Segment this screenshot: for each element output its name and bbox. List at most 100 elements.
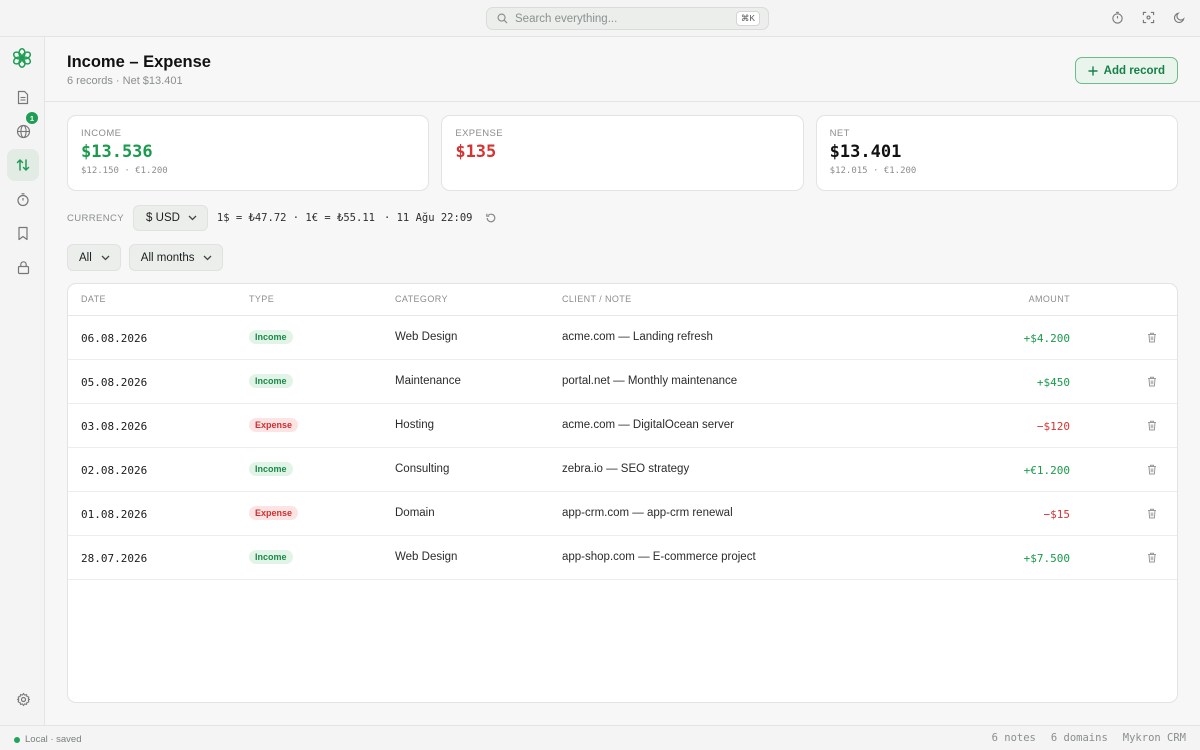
chevron-down-icon bbox=[204, 255, 212, 260]
row-date: 28.07.2026 bbox=[81, 552, 148, 565]
globe-icon bbox=[16, 124, 30, 138]
add-record-label: Add record bbox=[1103, 64, 1165, 77]
timer-icon[interactable] bbox=[1111, 11, 1124, 24]
table-row[interactable]: 02.08.2026 Income Consulting zebra.io — … bbox=[68, 448, 1177, 492]
expense-value: $135 bbox=[455, 142, 497, 162]
income-label: INCOME bbox=[81, 128, 122, 139]
type-badge: Expense bbox=[249, 418, 299, 432]
table-row[interactable]: 06.08.2026 Income Web Design acme.com — … bbox=[68, 316, 1177, 360]
app-name: Mykron CRM bbox=[1122, 732, 1186, 744]
status-dot bbox=[14, 736, 20, 743]
type-filter[interactable]: All bbox=[67, 244, 121, 271]
sidebar-item-bookmarks[interactable] bbox=[7, 217, 39, 249]
bookmark-icon bbox=[18, 226, 28, 240]
row-client-note: portal.net — Monthly maintenance bbox=[562, 375, 738, 387]
currency-selected: $ USD bbox=[146, 212, 180, 224]
row-amount: +$4.200 bbox=[1023, 332, 1070, 345]
net-value: $13.401 bbox=[829, 142, 902, 162]
records-table: DATE TYPE CATEGORY CLIENT / NOTE AMOUNT … bbox=[67, 283, 1178, 703]
delete-row-button[interactable] bbox=[1147, 331, 1157, 346]
page-header: Income – Expense 6 records · Net $13.401… bbox=[45, 37, 1200, 102]
header-type[interactable]: TYPE bbox=[249, 294, 275, 304]
notes-count[interactable]: 6 notes bbox=[991, 732, 1036, 744]
exchange-rates: 1$ = ₺47.72 · 1€ = ₺55.11 bbox=[216, 212, 375, 224]
search-shortcut: ⌘K bbox=[735, 11, 760, 26]
header-category[interactable]: CATEGORY bbox=[395, 294, 448, 304]
net-breakdown: $12.015 · €1.200 bbox=[829, 166, 917, 176]
chevron-down-icon bbox=[101, 255, 110, 260]
summary-cards: INCOME $13.536 $12.150 · €1.200 EXPENSE … bbox=[67, 115, 1178, 191]
trash-icon bbox=[1148, 420, 1156, 431]
sidebar-item-settings[interactable] bbox=[7, 683, 39, 715]
trash-icon bbox=[1148, 508, 1156, 519]
row-amount: +$7.500 bbox=[1023, 552, 1070, 565]
sidebar-item-timer[interactable] bbox=[7, 183, 39, 215]
header-date[interactable]: DATE bbox=[81, 294, 106, 304]
lock-icon bbox=[17, 260, 29, 274]
row-date: 01.08.2026 bbox=[81, 508, 148, 521]
delete-row-button[interactable] bbox=[1147, 375, 1157, 390]
row-amount: +€1.200 bbox=[1023, 464, 1070, 477]
save-status: Local · saved bbox=[14, 734, 82, 745]
focus-icon[interactable] bbox=[1142, 11, 1155, 24]
gear-icon bbox=[16, 692, 30, 706]
delete-row-button[interactable] bbox=[1147, 507, 1157, 522]
header-client[interactable]: CLIENT / NOTE bbox=[562, 294, 632, 304]
row-date: 03.08.2026 bbox=[81, 420, 148, 433]
trash-icon bbox=[1148, 376, 1156, 387]
status-bar: Local · saved 6 notes 6 domains Mykron C… bbox=[0, 725, 1200, 750]
row-amount: −$15 bbox=[1043, 508, 1071, 521]
trash-icon bbox=[1148, 464, 1156, 475]
type-badge: Income bbox=[249, 550, 293, 564]
table-row[interactable]: 03.08.2026 Expense Hosting acme.com — Di… bbox=[68, 404, 1177, 448]
add-record-button[interactable]: Add record bbox=[1074, 57, 1178, 84]
row-date: 02.08.2026 bbox=[81, 464, 148, 477]
row-date: 05.08.2026 bbox=[81, 376, 148, 389]
row-category: Domain bbox=[395, 507, 435, 519]
delete-row-button[interactable] bbox=[1147, 419, 1157, 434]
net-card: NET $13.401 $12.015 · €1.200 bbox=[815, 115, 1178, 191]
row-client-note: acme.com — Landing refresh bbox=[562, 331, 713, 343]
row-amount: −$120 bbox=[1036, 420, 1070, 433]
sidebar-item-domains[interactable]: 1 bbox=[7, 112, 39, 147]
month-filter[interactable]: All months bbox=[128, 244, 224, 271]
sidebar-item-notes[interactable] bbox=[7, 81, 39, 113]
net-label: NET bbox=[829, 128, 850, 139]
filters: All All months bbox=[67, 244, 224, 271]
search-icon bbox=[497, 13, 508, 24]
save-status-text: Local · saved bbox=[25, 734, 82, 745]
delete-row-button[interactable] bbox=[1147, 551, 1157, 566]
table-row[interactable]: 01.08.2026 Expense Domain app-crm.com — … bbox=[68, 492, 1177, 536]
table-row[interactable]: 28.07.2026 Income Web Design app-shop.co… bbox=[68, 536, 1177, 580]
income-value: $13.536 bbox=[81, 142, 153, 162]
type-badge: Income bbox=[249, 374, 293, 388]
page-subtitle: 6 records · Net $13.401 bbox=[67, 75, 183, 87]
search-bar[interactable]: Search everything... ⌘K bbox=[486, 7, 769, 30]
row-client-note: app-crm.com — app-crm renewal bbox=[562, 507, 733, 519]
row-category: Web Design bbox=[395, 331, 458, 343]
income-card: INCOME $13.536 $12.150 · €1.200 bbox=[67, 115, 430, 191]
refresh-icon[interactable] bbox=[485, 212, 497, 224]
row-category: Consulting bbox=[395, 463, 450, 475]
row-category: Maintenance bbox=[395, 375, 461, 387]
domains-count[interactable]: 6 domains bbox=[1050, 732, 1108, 744]
sidebar: 1 bbox=[0, 37, 45, 725]
app-logo[interactable] bbox=[11, 47, 33, 72]
type-filter-value: All bbox=[79, 251, 92, 264]
sidebar-item-vault[interactable] bbox=[7, 251, 39, 283]
sidebar-item-income-expense[interactable] bbox=[7, 149, 39, 181]
header-amount[interactable]: AMOUNT bbox=[1028, 294, 1070, 304]
currency-row: CURRENCY $ USD 1$ = ₺47.72 · 1€ = ₺55.11… bbox=[67, 205, 497, 231]
moon-icon[interactable] bbox=[1173, 11, 1186, 24]
currency-select[interactable]: $ USD bbox=[133, 205, 208, 231]
row-category: Web Design bbox=[395, 551, 458, 563]
row-client-note: zebra.io — SEO strategy bbox=[562, 463, 690, 475]
type-badge: Income bbox=[249, 330, 293, 344]
flower-logo-icon bbox=[12, 48, 32, 68]
page-title: Income – Expense bbox=[67, 53, 211, 71]
row-amount: +$450 bbox=[1036, 376, 1070, 389]
search-input[interactable]: Search everything... bbox=[515, 12, 618, 25]
delete-row-button[interactable] bbox=[1147, 463, 1157, 478]
table-row[interactable]: 05.08.2026 Income Maintenance portal.net… bbox=[68, 360, 1177, 404]
document-icon bbox=[17, 90, 29, 104]
